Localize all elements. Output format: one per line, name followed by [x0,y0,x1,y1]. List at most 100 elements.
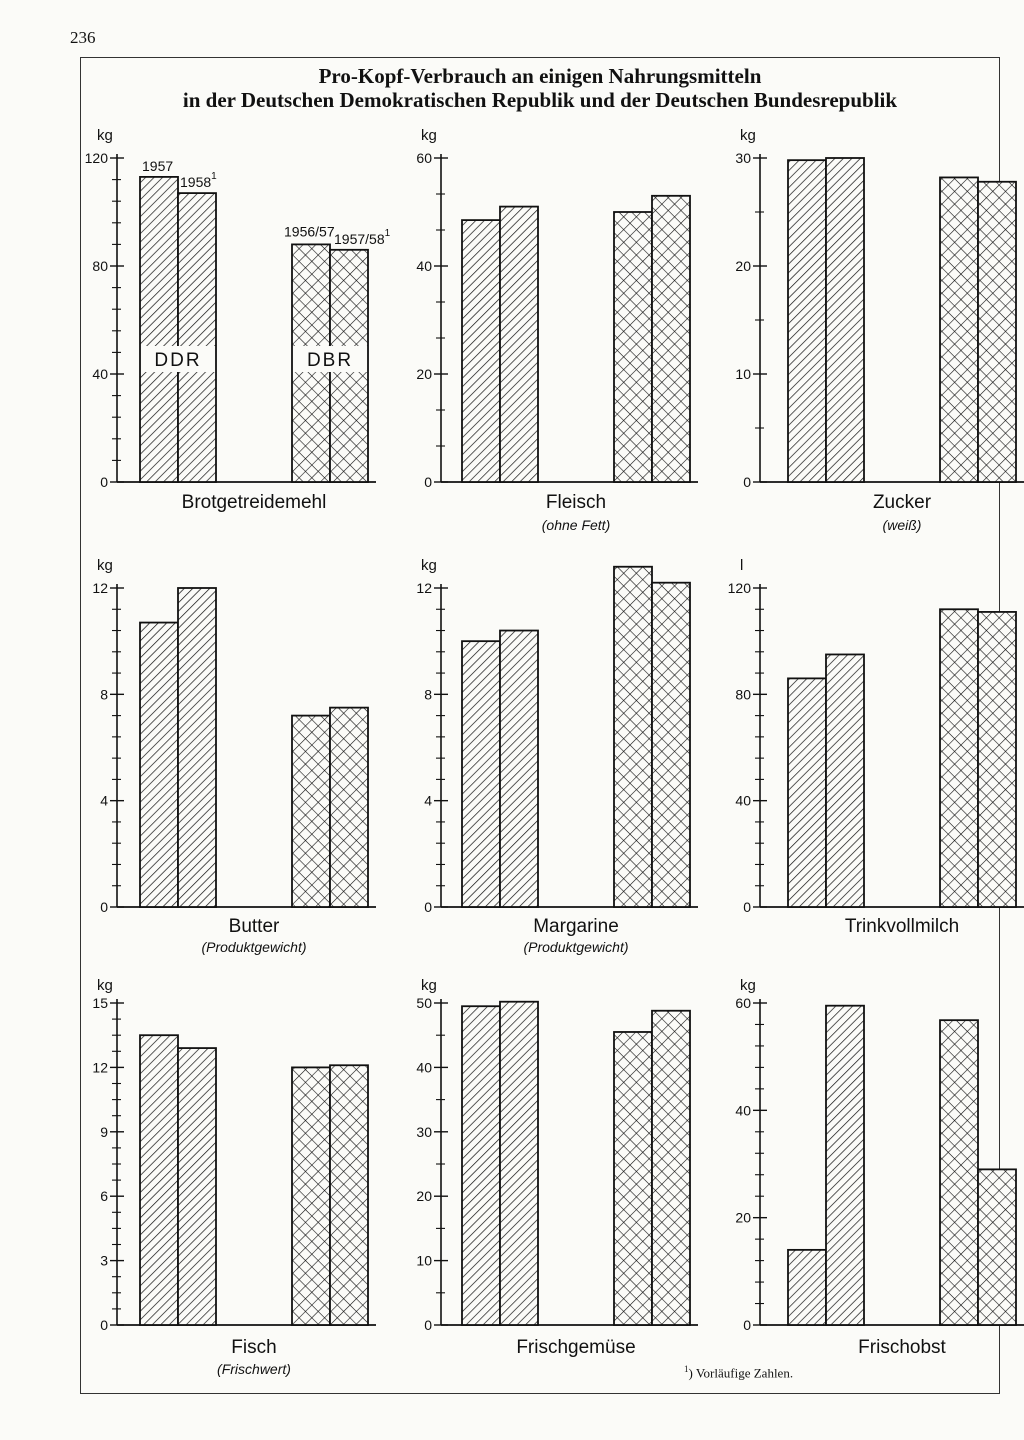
tick-label: 10 [735,366,751,382]
tick-label: 80 [735,686,751,702]
tick-label: 40 [92,366,108,382]
tick-label: 9 [100,1124,108,1140]
chart-title: Butter [229,916,280,937]
bar-ddr-1957 [787,677,827,908]
chart-title: Trinkvollmilch [845,916,959,937]
tick-label: 20 [735,258,751,274]
chart-title: Frischgemüse [516,1337,635,1358]
bar-dbr-1957-58 [977,180,1017,483]
tick-label: 40 [735,1102,751,1118]
bar-ddr-1957 [787,159,827,483]
tick-label: 12 [92,1059,108,1075]
bar-ddr-1957 [787,1248,827,1326]
bar-ddr-1957 [139,621,179,908]
bar-dbr-1957-58 [329,706,369,908]
bar-dbr-1957-58 [977,1168,1017,1326]
unit-label: kg [97,977,113,994]
tick-label: 6 [100,1188,108,1204]
ddr-label: DDR [154,350,201,371]
tick-label: 3 [100,1253,108,1269]
footnote-text: ) Vorläufige Zahlen. [688,1365,794,1381]
chart-title: Fleisch [546,492,606,513]
bar-ddr-1957 [461,640,501,908]
tick-label: 0 [424,474,432,490]
tick-label: 0 [100,474,108,490]
figure-title: Pro-Kopf-Verbrauch an einigen Nahrungsmi… [80,64,1000,112]
bar-ddr-1958 [177,587,217,908]
page-number: 236 [70,28,96,47]
year-label-dbr-2: 1957/581 [334,228,391,247]
bar-dbr-1957-58 [651,194,691,483]
chart-subtitle: (ohne Fett) [542,517,610,533]
bar-dbr-1956-57 [939,176,979,483]
footnote-marker: 1 [684,1364,689,1374]
tick-label: 0 [424,899,432,915]
tick-label: 60 [416,150,432,166]
bar-dbr-1956-57 [613,211,653,483]
tick-label: 12 [416,580,432,596]
tick-label: 4 [424,793,432,809]
tick-label: 10 [416,1253,432,1269]
unit-label: kg [421,127,437,144]
unit-label: kg [97,557,113,574]
tick-label: 40 [416,1059,432,1075]
bar-dbr-1956-57 [291,1066,331,1326]
tick-label: 15 [92,995,108,1011]
bar-dbr-1957-58 [651,581,691,908]
title-line-1: Pro-Kopf-Verbrauch an einigen Nahrungsmi… [318,64,762,88]
tick-label: 80 [92,258,108,274]
tick-label: 120 [85,150,109,166]
bar-ddr-1957 [139,175,179,483]
bar-ddr-1958 [177,192,217,483]
unit-label: l [740,557,743,574]
tick-label: 120 [728,580,752,596]
tick-label: 0 [424,1317,432,1333]
tick-label: 4 [100,793,108,809]
tick-label: 0 [100,899,108,915]
chart-title: Zucker [873,492,932,513]
bar-dbr-1956-57 [939,1019,979,1326]
tick-label: 20 [735,1210,751,1226]
bar-dbr-1956-57 [613,565,653,908]
bar-dbr-1957-58 [651,1009,691,1326]
chart-subtitle: (Produktgewicht) [201,939,306,955]
chart-title: Margarine [533,916,619,937]
bar-ddr-1958 [825,157,865,483]
bar-ddr-1958 [825,653,865,908]
dbr-label-box [290,346,370,372]
tick-label: 0 [743,474,751,490]
chart-subtitle: (weiß) [883,517,922,533]
unit-label: kg [740,127,756,144]
bar-ddr-1958 [499,205,539,483]
unit-label: kg [97,127,113,144]
bar-dbr-1956-57 [291,714,331,908]
chart-title: Brotgetreidemehl [182,492,327,513]
tick-label: 30 [416,1124,432,1140]
footnote-marker: 1 [385,228,391,239]
tick-label: 8 [100,686,108,702]
tick-label: 20 [416,366,432,382]
tick-label: 50 [416,995,432,1011]
unit-label: kg [421,977,437,994]
tick-label: 0 [100,1317,108,1333]
tick-label: 12 [92,580,108,596]
title-line-2: in der Deutschen Demokratischen Republik… [182,88,898,112]
tick-label: 40 [416,258,432,274]
chart-subtitle: (Frischwert) [217,1361,291,1377]
year-label-ddr-2: 19581 [180,171,217,190]
chart-title: Frischobst [858,1337,946,1358]
tick-label: 40 [735,793,751,809]
dbr-label: DBR [307,350,353,371]
bar-ddr-1957 [461,1005,501,1326]
tick-label: 60 [735,995,751,1011]
footnote-marker: 1 [211,171,217,182]
